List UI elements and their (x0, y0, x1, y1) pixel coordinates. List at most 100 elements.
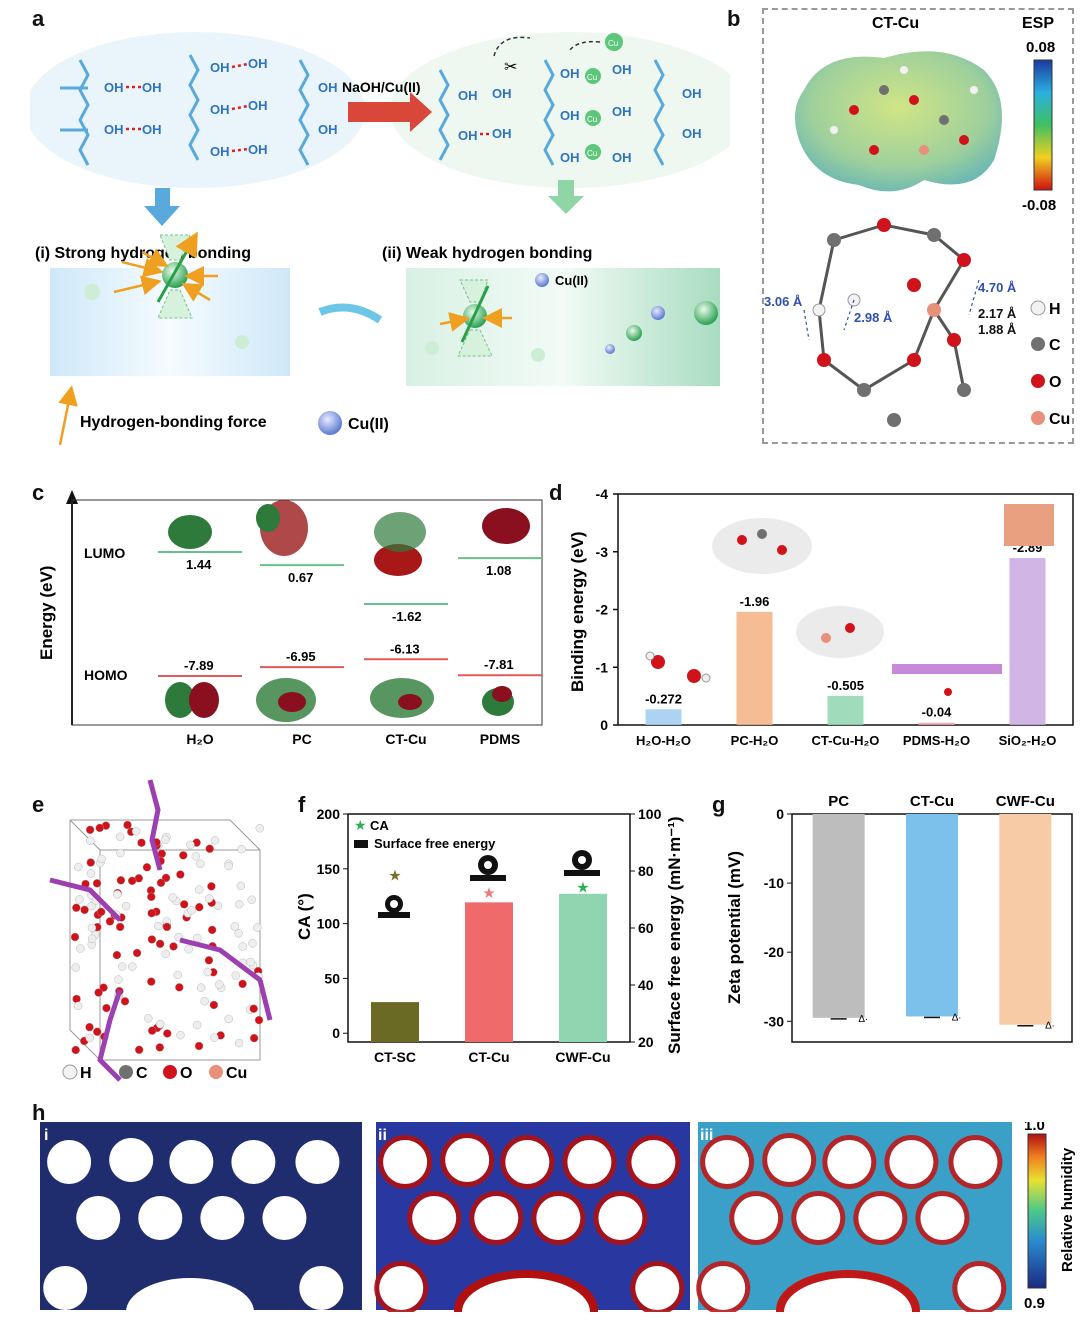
oh-label: OH (248, 98, 268, 113)
zeta-bar (812, 814, 865, 1018)
fiber-pore (536, 1196, 581, 1240)
ca-star-icon: ★ (482, 885, 495, 902)
weak-hbond-label: (ii) Weak hydrogen bonding (382, 245, 592, 262)
fiber-pore (462, 1278, 590, 1312)
fiber-pore (631, 1140, 676, 1184)
panel-d-xtick: PC-H₂O (731, 733, 779, 748)
panel-g-ytick: -20 (764, 944, 784, 960)
zeta-scatter-points: ∆· (859, 1014, 868, 1025)
legend-cu-label: Cu(II) (348, 416, 389, 433)
fiber-pore (43, 1266, 88, 1310)
cu-ion-icon (535, 273, 549, 287)
reaction-arrow-icon (348, 92, 432, 132)
oh-label: OH (104, 122, 124, 137)
cu-ii-label: Cu(II) (555, 273, 588, 288)
fiber-pore (169, 1140, 214, 1184)
panel-a-hbonds (126, 62, 249, 153)
svg-text:Cu: Cu (1049, 411, 1070, 428)
fiber-pore (231, 1140, 276, 1184)
panel-d-ylabel: Binding energy (eV) (568, 531, 587, 692)
panel-f-ytick: 100 (317, 916, 341, 932)
panel-e-legend: H C O Cu (62, 1064, 247, 1082)
ball-stick-model (817, 223, 966, 392)
panel-f-y2tick: 60 (638, 920, 654, 936)
fiber-pore (379, 1266, 424, 1310)
panel-d-bar-label: -1.96 (740, 594, 770, 609)
humidity-max: 1.0 (1024, 1122, 1045, 1134)
fiber-pore (701, 1266, 746, 1310)
fiber-pore (505, 1140, 550, 1184)
svg-text:H: H (1049, 301, 1061, 318)
oh-label: OH (560, 108, 580, 123)
fiber-pore (76, 1196, 121, 1240)
svg-text:O: O (1049, 374, 1061, 391)
lumo-value: 0.67 (288, 570, 313, 585)
sfe-bar (465, 902, 513, 1042)
esp-surface (795, 51, 1002, 192)
panel-d-bar-label: -0.04 (922, 705, 952, 720)
panel-d-xtick: PDMS-H₂O (903, 733, 970, 748)
panel-h-humidity-maps: i ii iii 1.0 0.9 Relative humidity (40, 1122, 1076, 1312)
panel-d-letter: d (549, 480, 563, 505)
down-arrow-icon (144, 188, 180, 226)
panel-d-bar (736, 611, 773, 725)
panel-d-bar-label: -0.272 (645, 691, 682, 706)
panel-a-left-chains (60, 54, 310, 166)
svg-text:Cu: Cu (587, 73, 597, 82)
fiber-pore (412, 1196, 457, 1240)
esp-min: -0.08 (1022, 197, 1056, 214)
panel-d-bar (1009, 558, 1046, 725)
oh-label: OH (142, 122, 162, 137)
oh-label: OH (612, 62, 632, 77)
fiber-pore (889, 1140, 934, 1184)
legend-force-label: Hydrogen-bonding force (80, 414, 267, 431)
sfe-legend-icon (354, 840, 368, 848)
fiber-pore (920, 1196, 965, 1240)
lumo-value: 1.44 (186, 557, 212, 572)
fiber-pore (827, 1140, 872, 1184)
sfe-bar (559, 893, 607, 1042)
panel-g-ytick: -10 (764, 875, 784, 891)
panel-g-xtick: CWF-Cu (996, 793, 1055, 810)
fiber-pore (299, 1266, 344, 1310)
distance-label: 4.70 Å (978, 280, 1017, 295)
ca-star-icon: ★ (388, 867, 401, 884)
sfe-legend-label: Surface free energy (374, 836, 496, 851)
panel-d-xtick: SiO₂-H₂O (999, 733, 1057, 748)
oh-label: OH (612, 104, 632, 119)
ca-legend-label: CA (370, 818, 389, 833)
fiber-pore (47, 1140, 92, 1184)
panel-f-y2tick: 20 (638, 1034, 654, 1050)
fiber-pore (200, 1196, 245, 1240)
panel-h-letter: h (32, 1100, 46, 1125)
polymer-chains (49, 779, 273, 1082)
zeta-bar (906, 814, 958, 1017)
oh-label: OH (210, 60, 230, 75)
panel-d-bar (827, 695, 864, 725)
cu-ions: Cu Cu Cu Cu (585, 33, 623, 160)
oh-label: OH (142, 80, 162, 95)
svg-text:C: C (1049, 337, 1061, 354)
panel-e-letter: e (32, 792, 45, 817)
humidity-colorbar (1027, 1133, 1047, 1289)
panel-d-xtick: CT-Cu-H₂O (812, 733, 880, 748)
oh-label: OH (458, 88, 478, 103)
oh-label: OH (210, 144, 230, 159)
panel-g-xtick: PC (828, 793, 849, 810)
homo-label: HOMO (84, 667, 128, 683)
svg-text:O: O (180, 1065, 192, 1082)
panel-c-xtick: PC (292, 731, 311, 747)
panel-g-chart: Zeta potential (mV) 0 -10 -20 -30 ∆· PC ∆· CT-C… (725, 793, 1073, 1043)
panel-c-xtick: CT-Cu (385, 731, 426, 747)
sub-i-label: i (44, 1127, 48, 1144)
panel-g-letter: g (712, 792, 726, 817)
oh-label: OH (318, 122, 338, 137)
distance-label: 3.06 Å (764, 294, 803, 309)
oh-label: OH (492, 86, 512, 101)
panel-f-y2tick: 80 (638, 863, 654, 879)
homo-value: -6.95 (286, 649, 316, 664)
panel-d-ytick: -3 (596, 544, 609, 560)
fiber-pore (126, 1278, 254, 1312)
svg-text:C: C (136, 1065, 148, 1082)
oh-label: OH (682, 86, 702, 101)
